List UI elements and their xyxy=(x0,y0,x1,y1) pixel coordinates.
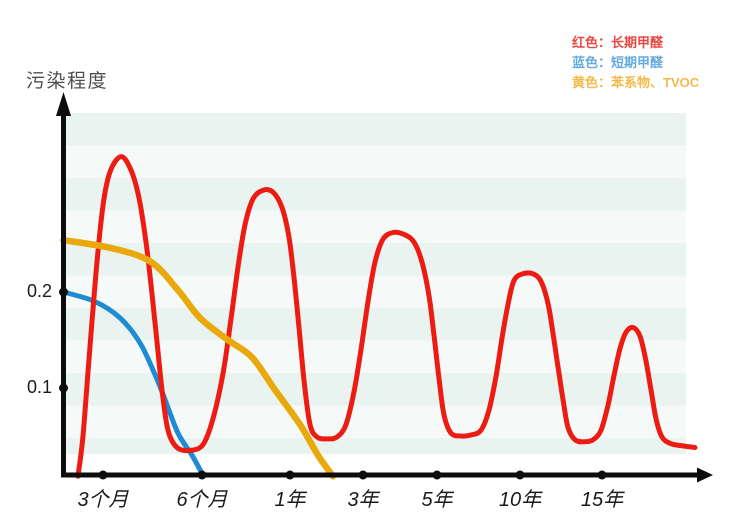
y-axis-title: 污染程度 xyxy=(26,71,109,92)
x-tick-dot xyxy=(197,470,207,480)
legend-item-benzene-tvoc: 黄色：苯系物、TVOC xyxy=(572,75,700,90)
y-tick-dot xyxy=(59,383,68,393)
series-line-benzene-tvoc xyxy=(60,236,337,480)
x-tick-dot xyxy=(358,470,368,480)
legend: 红色：长期甲醛 蓝色：短期甲醛 黄色：苯系物、TVOC xyxy=(572,33,699,93)
x-tick-dot xyxy=(432,470,442,480)
x-tick-label-1y: 1年 xyxy=(274,489,306,511)
y-tick-label-0-2: 0.2 xyxy=(26,281,52,301)
y-tick-dot xyxy=(59,287,68,297)
x-tick-label-5y: 5年 xyxy=(421,489,453,511)
series-line-long-term-formaldehyde xyxy=(75,154,698,479)
x-tick-label-3y: 3年 xyxy=(347,489,379,511)
x-tick-label-10y: 10年 xyxy=(498,489,542,511)
y-axis-arrow-icon xyxy=(56,92,71,116)
x-tick-dot xyxy=(597,470,607,480)
x-tick-label-6m: 6个月 xyxy=(176,489,228,511)
legend-item-long-term-hcho: 红色：长期甲醛 xyxy=(572,35,664,50)
x-axis-arrow-icon xyxy=(697,467,713,483)
x-tick-dot xyxy=(515,470,525,480)
x-tick-label-15y: 15年 xyxy=(580,489,624,511)
x-tick-dot xyxy=(285,470,295,480)
x-tick-dot xyxy=(98,470,108,480)
y-tick-label-0-1: 0.1 xyxy=(26,377,52,397)
x-tick-label-3m: 3个月 xyxy=(77,489,129,511)
legend-item-short-term-hcho: 蓝色：短期甲醛 xyxy=(572,55,664,70)
